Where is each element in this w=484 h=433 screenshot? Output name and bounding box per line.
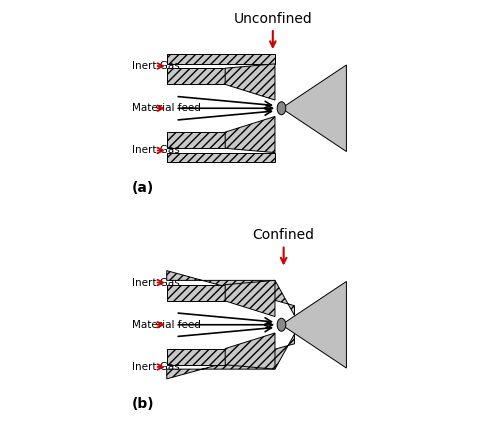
Bar [166, 285, 225, 301]
Ellipse shape [276, 102, 285, 115]
Bar [166, 54, 274, 64]
Polygon shape [225, 116, 274, 153]
Text: (b): (b) [132, 397, 154, 411]
Ellipse shape [276, 318, 285, 331]
Polygon shape [281, 281, 346, 368]
Text: Material feed: Material feed [132, 103, 200, 113]
Text: Unconfined: Unconfined [233, 12, 312, 26]
Polygon shape [281, 65, 346, 152]
Text: Inert Gas: Inert Gas [132, 362, 180, 372]
Bar [166, 153, 274, 162]
Bar [166, 349, 225, 365]
Text: Confined: Confined [252, 229, 314, 242]
Polygon shape [166, 271, 294, 315]
Polygon shape [166, 334, 294, 379]
Text: Inert Gas: Inert Gas [132, 145, 180, 155]
Polygon shape [225, 281, 274, 317]
Text: (a): (a) [132, 181, 154, 195]
Bar [166, 132, 225, 148]
Polygon shape [225, 64, 274, 100]
Text: Material feed: Material feed [132, 320, 200, 330]
Text: Inert Gas: Inert Gas [132, 61, 180, 71]
Polygon shape [225, 333, 274, 369]
Bar [166, 68, 225, 84]
Text: Inert Gas: Inert Gas [132, 278, 180, 288]
